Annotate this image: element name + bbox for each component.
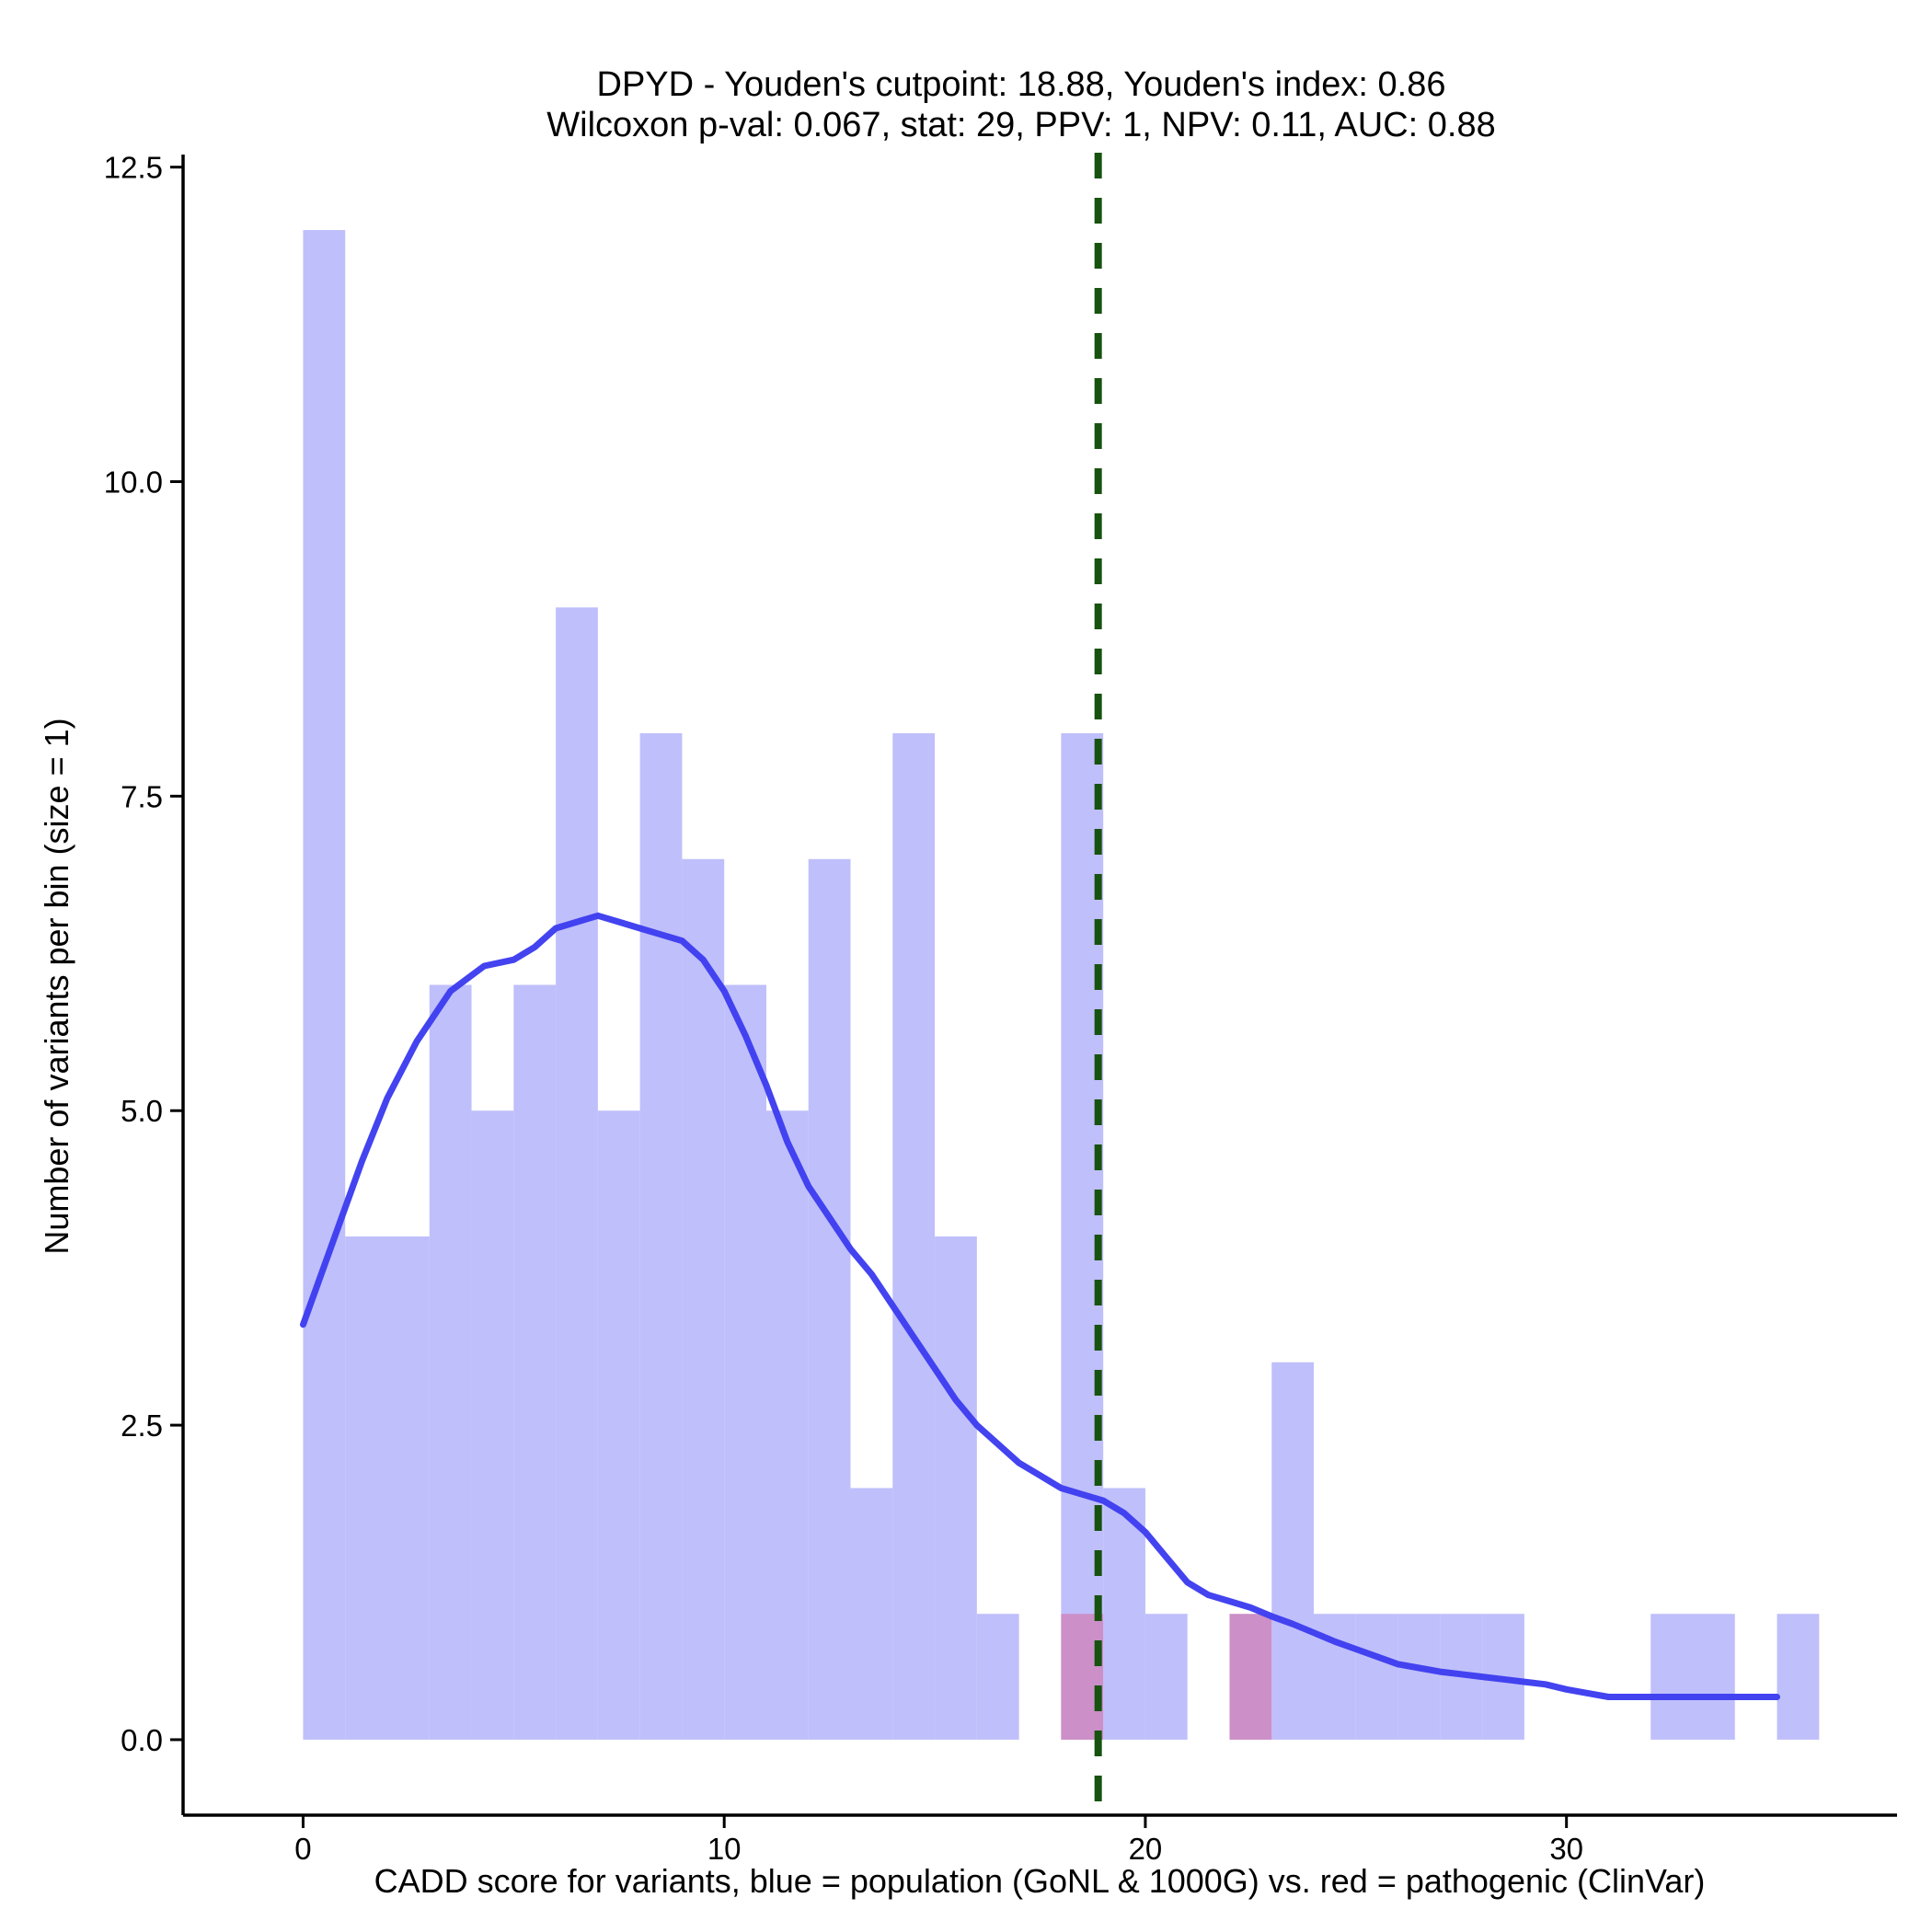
population-bar-10 [724,984,766,1740]
population-bar-2 [387,1236,430,1740]
y-tick-label-4: 10.0 [104,466,163,500]
y-tick-label-0: 0.0 [121,1723,163,1757]
y-tick-label-3: 7.5 [121,779,163,813]
population-bar-7 [597,1110,640,1740]
x-tick-label-0: 0 [294,1832,311,1866]
population-bar-5 [513,984,557,1740]
y-tick-label-1: 2.5 [121,1409,163,1443]
population-bar-20 [1271,1362,1315,1740]
y-tick-label-5: 12.5 [104,151,163,185]
population-bar-15 [935,1236,977,1740]
population-bar-14 [892,733,936,1740]
axes [181,155,1897,1817]
population-bar-13 [850,1488,893,1740]
population-bar-9 [682,858,725,1740]
y-ticks: 0.0 2.5 5.0 7.5 10.0 12.5 [104,151,183,1757]
density-layer [300,912,1780,1700]
population-bar-12 [808,858,851,1740]
pathogenic-bar-0 [1061,1614,1104,1740]
population-bar-27 [1692,1614,1735,1740]
chart-subtitle: Wilcoxon p-val: 0.067, stat: 29, PPV: 1,… [546,106,1495,144]
population-bar-11 [765,1110,809,1740]
population-bar-8 [639,733,683,1740]
x-tick-label-3: 30 [1549,1832,1583,1866]
x-tick-label-2: 20 [1129,1832,1163,1866]
pathogenic-bar-1 [1229,1614,1272,1740]
population-bar-23 [1397,1614,1441,1740]
population-bar-19 [1144,1614,1188,1740]
population-bar-28 [1777,1614,1820,1740]
x-axis-title: CADD score for variants, blue = populati… [374,1862,1706,1900]
population-bar-0 [303,230,346,1740]
density-curve [300,912,1780,1700]
y-tick-label-2: 5.0 [121,1094,163,1128]
population-bar-4 [471,1110,514,1740]
x-ticks: 0 10 20 30 [294,1815,1583,1866]
population-bar-1 [345,1236,388,1740]
chart-title: DPYD - Youden's cutpoint: 18.88, Youden'… [597,65,1446,104]
pathogenic-bars [1061,1614,1272,1740]
population-bars [303,230,1820,1740]
population-bar-22 [1355,1614,1398,1740]
x-tick-label-1: 10 [707,1832,742,1866]
y-axis-title: Number of variants per bin (size = 1) [38,718,75,1254]
population-bar-16 [976,1614,1019,1740]
population-bar-3 [429,984,472,1740]
population-bar-26 [1650,1614,1693,1740]
population-bar-6 [556,607,598,1740]
